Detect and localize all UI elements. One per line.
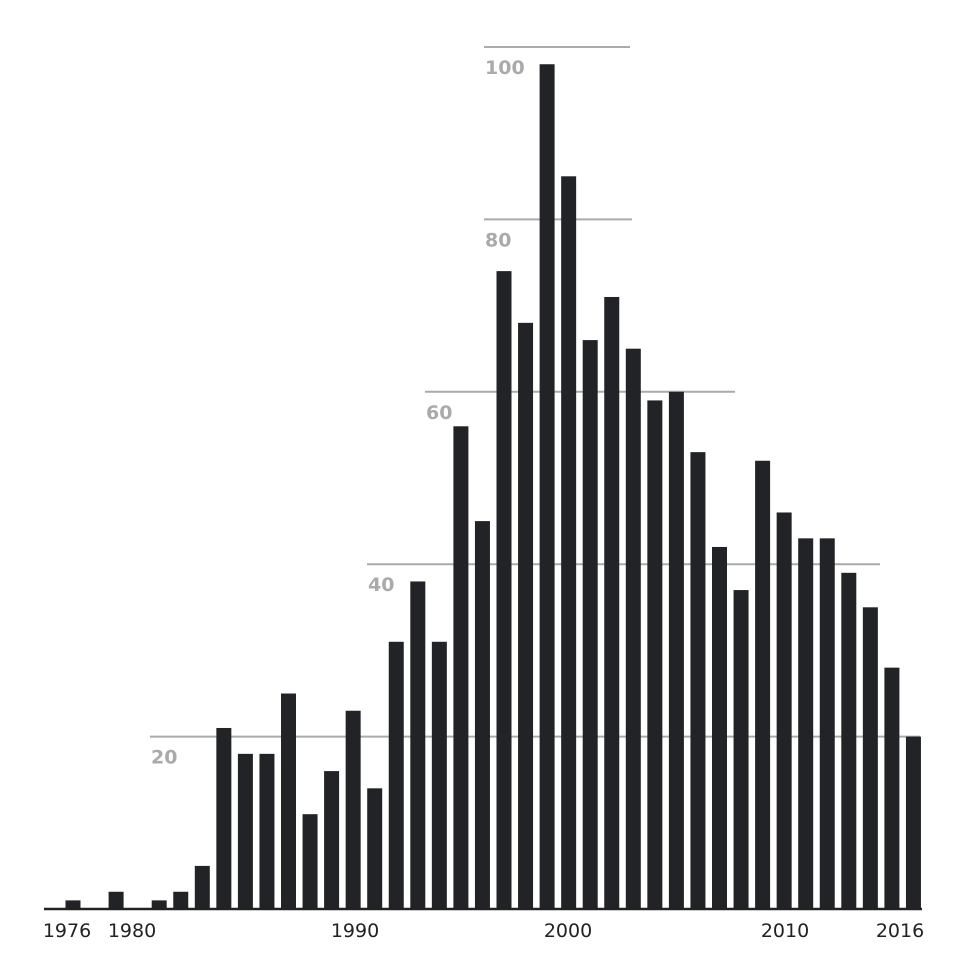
- bar-2004: [647, 400, 663, 909]
- bar-1992: [388, 641, 404, 909]
- x-tick-label-1976: 1976: [43, 920, 91, 942]
- x-tick-label-2016: 2016: [876, 920, 924, 942]
- bar-1985: [237, 753, 253, 909]
- bar-1984: [216, 727, 232, 909]
- bar-1986: [259, 753, 275, 909]
- bar-1977: [65, 900, 81, 909]
- bar-1989: [324, 771, 340, 909]
- bar-2015: [884, 667, 900, 909]
- bar-2001: [582, 340, 598, 910]
- bar-2013: [841, 572, 857, 909]
- x-tick-label-2010: 2010: [761, 920, 809, 942]
- x-tick-label-2000: 2000: [544, 920, 592, 942]
- x-tick-label-1990: 1990: [331, 920, 379, 942]
- gridline-label-80: 80: [485, 229, 511, 251]
- bar-2012: [819, 538, 835, 909]
- bar-1994: [431, 641, 447, 909]
- bar-1995: [453, 426, 469, 909]
- bar-2005: [668, 391, 684, 909]
- bar-2011: [798, 538, 814, 909]
- bar-1987: [281, 693, 296, 909]
- bar-1997: [496, 271, 512, 909]
- gridline-label-60: 60: [426, 402, 452, 424]
- bar-1979: [108, 891, 124, 909]
- bar-2000: [561, 176, 577, 910]
- bar-1993: [410, 581, 426, 909]
- bar-1988: [302, 814, 318, 909]
- bars: [65, 64, 921, 910]
- bar-2008: [733, 590, 749, 909]
- gridline-label-20: 20: [151, 747, 177, 769]
- bar-2010: [776, 512, 792, 909]
- gridlines: 20 40 60 80 100: [150, 46, 920, 769]
- x-tick-label-1980: 1980: [108, 920, 156, 942]
- bar-1981: [151, 900, 167, 909]
- bar-2006: [690, 452, 706, 909]
- bar-2014: [862, 607, 878, 909]
- gridline-label-40: 40: [368, 574, 394, 596]
- bar-1998: [518, 322, 534, 910]
- bar-2003: [625, 348, 641, 909]
- bar-1990: [345, 710, 361, 909]
- bar-1983: [194, 865, 210, 909]
- bar-2009: [755, 460, 771, 909]
- bar-2002: [604, 296, 620, 910]
- bar-1999: [539, 64, 555, 910]
- bar-2016: [905, 736, 921, 909]
- gridline-label-100: 100: [485, 57, 525, 79]
- bar-1996: [474, 521, 490, 909]
- x-tick-labels: 1976 1980 1990 2000 2010 2016: [43, 920, 924, 942]
- bar-1991: [367, 788, 383, 909]
- bar-2007: [712, 546, 727, 909]
- bar-1982: [173, 891, 189, 909]
